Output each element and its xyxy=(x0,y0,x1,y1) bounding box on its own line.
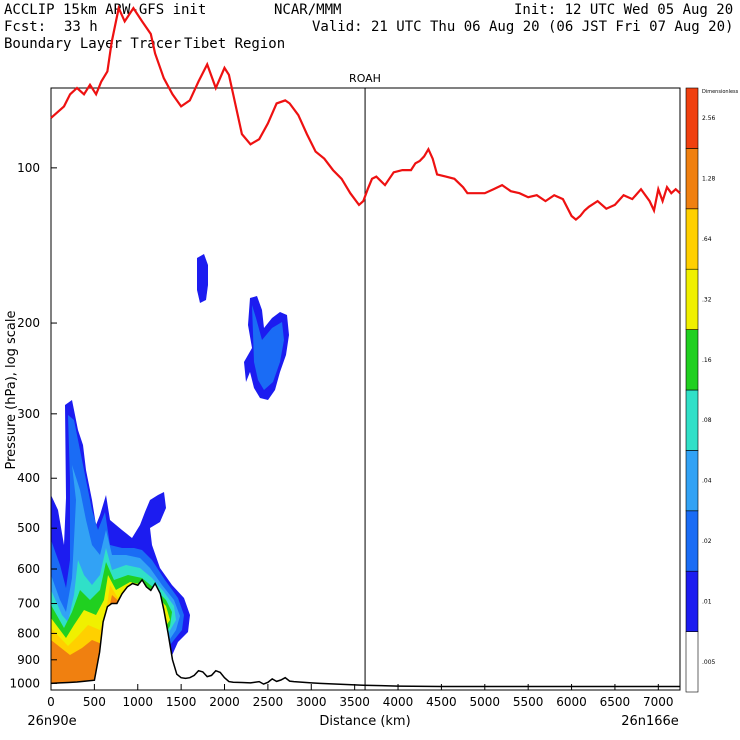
colorbar-label: .08 xyxy=(702,417,712,424)
x-axis-label: Distance (km) xyxy=(319,714,410,729)
tracer-contour-011 xyxy=(252,305,284,390)
colorbar-swatch xyxy=(685,208,699,270)
x-axis: 0 500 1000 1500 2000 2500 3000 3500 4000 4500 5000… xyxy=(47,684,674,709)
y-tick-label: 300 xyxy=(17,407,40,421)
valid-time: Valid: 21 UTC Thu 06 Aug 20 (06 JST Fri … xyxy=(312,19,734,35)
x-tick-label: 5000 xyxy=(470,695,501,709)
chart-title: ROAH xyxy=(349,72,381,85)
colorbar: .005 .01 .02 .04 .08 .16 .32 .64 1.28 2.56 Dimensi… xyxy=(685,87,739,693)
x-tick-label: 6500 xyxy=(600,695,631,709)
init-time: Init: 12 UTC Wed 05 Aug 20 xyxy=(514,2,734,18)
colorbar-label: 1.28 xyxy=(702,176,716,183)
x-tick-label: 3500 xyxy=(339,695,370,709)
x-tick-label: 4000 xyxy=(383,695,414,709)
x-tick-label: 1500 xyxy=(166,695,197,709)
y-tick-label: 700 xyxy=(17,597,40,611)
colorbar-swatch xyxy=(685,389,699,451)
tracer-contour-009 xyxy=(197,254,208,303)
x-tick-label: 500 xyxy=(83,695,106,709)
colorbar-swatch xyxy=(685,268,699,330)
colorbar-label: .64 xyxy=(702,236,712,243)
colorbar-swatch xyxy=(685,450,699,512)
x-start-label: 26n90e xyxy=(27,714,76,729)
colorbar-title: Dimensionless xyxy=(702,89,739,95)
x-tick-label: 5500 xyxy=(513,695,544,709)
y-tick-label: 500 xyxy=(17,521,40,535)
terrain-fill xyxy=(51,579,680,690)
x-tick-label: 3000 xyxy=(296,695,327,709)
colorbar-swatch xyxy=(685,570,699,632)
y-tick-label: 400 xyxy=(17,471,40,485)
x-tick-label: 2500 xyxy=(253,695,284,709)
y-tick-label: 200 xyxy=(17,316,40,330)
organization-label: NCAR/MMM xyxy=(274,2,342,18)
x-tick-label: 7000 xyxy=(643,695,674,709)
y-tick-label: 100 xyxy=(17,161,40,175)
region-name: Tibet Region xyxy=(184,36,286,52)
colorbar-label: .16 xyxy=(702,357,712,364)
terrain-line xyxy=(50,578,680,688)
tropopause-line xyxy=(50,4,681,222)
colorbar-label: .01 xyxy=(702,598,712,605)
colorbar-label: .04 xyxy=(702,478,712,485)
colorbar-swatch xyxy=(685,329,699,391)
colorbar-swatch xyxy=(685,510,699,572)
forecast-hour: 33 h xyxy=(64,19,98,35)
colorbar-label: .005 xyxy=(702,659,716,666)
x-tick-label: 4500 xyxy=(426,695,457,709)
colorbar-swatch xyxy=(685,631,699,693)
colorbar-swatch xyxy=(685,87,699,149)
y-tick-label: 1000 xyxy=(9,676,40,690)
colorbar-label: 2.56 xyxy=(702,115,716,122)
y-tick-label: 900 xyxy=(17,653,40,667)
colorbar-label: .02 xyxy=(702,538,712,545)
forecast-label: Fcst: xyxy=(4,19,47,35)
x-end-label: 26n166e xyxy=(621,714,679,729)
colorbar-swatch xyxy=(685,148,699,210)
colorbar-label: .32 xyxy=(702,296,712,303)
x-tick-label: 6000 xyxy=(556,695,587,709)
x-tick-label: 2000 xyxy=(209,695,240,709)
x-tick-label: 1000 xyxy=(122,695,153,709)
y-tick-label: 600 xyxy=(17,562,40,576)
x-tick-label: 0 xyxy=(47,695,55,709)
y-tick-label: 800 xyxy=(17,626,40,640)
y-axis-label: Pressure (hPa), log scale xyxy=(4,311,19,470)
model-title: ACCLIP 15km ARW-GFS init xyxy=(4,2,207,18)
